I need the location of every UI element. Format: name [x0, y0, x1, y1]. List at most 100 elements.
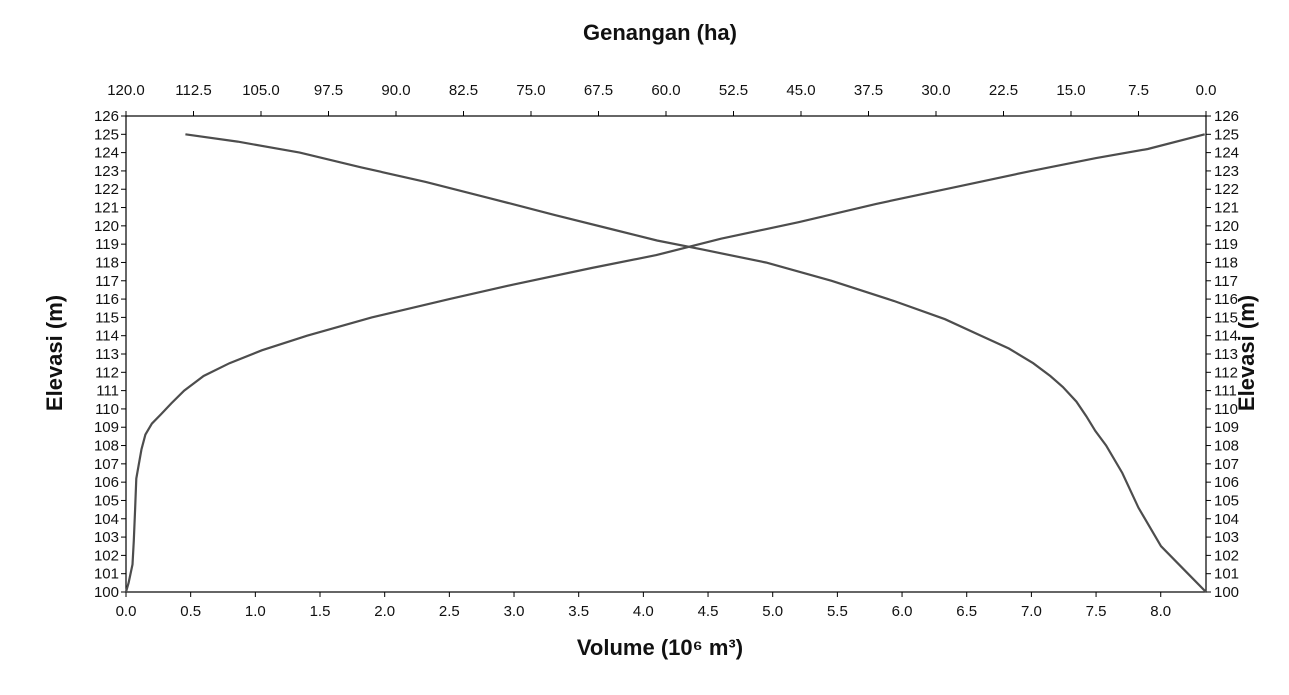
- right-y-tick-label: 116: [1214, 291, 1238, 308]
- left-y-tick-label: 122: [94, 181, 119, 198]
- left-y-tick-label: 105: [94, 492, 119, 509]
- bottom-x-tick-label: 7.0: [1021, 603, 1042, 620]
- right-y-tick-label: 105: [1214, 492, 1239, 509]
- top-x-tick-label: 67.5: [584, 82, 613, 99]
- bottom-x-tick-label: 1.5: [310, 603, 331, 620]
- left-y-tick-label: 102: [94, 547, 119, 564]
- left-y-tick-label: 119: [95, 236, 119, 253]
- right-y-tick-label: 123: [1214, 163, 1239, 180]
- top-x-tick-label: 82.5: [449, 82, 478, 99]
- top-x-axis: 120.0 112.5 105.0 97.5 90.0 82.5 75.0 67.5 60.0 5…: [107, 82, 1216, 116]
- series-group: [124, 133, 1207, 593]
- left-y-tick-label: 112: [95, 364, 119, 381]
- left-y-tick-label: 110: [95, 401, 119, 418]
- left-y-tick-label: 114: [95, 328, 119, 345]
- right-y-tick-label: 119: [1214, 236, 1238, 253]
- left-y-tick-label: 118: [95, 254, 119, 271]
- right-y-tick-label: 121: [1214, 200, 1239, 217]
- left-y-tick-label: 125: [94, 126, 119, 143]
- top-x-tick-label: 7.5: [1128, 82, 1149, 99]
- left-y-tick-label: 120: [94, 218, 119, 235]
- left-y-tick-label: 109: [94, 419, 119, 436]
- right-y-tick-label: 102: [1214, 547, 1239, 564]
- top-axis-title: Genangan (ha): [583, 20, 737, 45]
- bottom-x-tick-label: 6.0: [892, 603, 913, 620]
- right-y-tick-label: 110: [1214, 401, 1238, 418]
- right-y-tick-label: 120: [1214, 218, 1239, 235]
- top-x-tick-label: 22.5: [989, 82, 1018, 99]
- left-y-tick-label: 117: [95, 273, 119, 290]
- bottom-x-tick-label: 1.0: [245, 603, 266, 620]
- bottom-x-tick-label: 7.5: [1086, 603, 1107, 620]
- plot-frame: [125, 115, 1207, 593]
- right-y-axis: 1001011021031041051061071081091101111121…: [1206, 108, 1239, 601]
- left-y-tick-label: 100: [94, 584, 119, 601]
- right-y-tick-label: 109: [1214, 419, 1239, 436]
- bottom-x-tick-label: 5.0: [762, 603, 783, 620]
- left-y-tick-label: 124: [94, 145, 119, 162]
- right-y-tick-label: 118: [1214, 254, 1238, 271]
- bottom-x-tick-label: 0.0: [116, 603, 137, 620]
- left-y-tick-label: 113: [95, 346, 119, 363]
- right-y-tick-label: 107: [1214, 456, 1239, 473]
- right-y-tick-label: 113: [1214, 346, 1238, 363]
- right-y-tick-label: 101: [1214, 566, 1239, 583]
- right-y-tick-label: 108: [1214, 438, 1239, 455]
- genangan-curve: [185, 133, 1207, 593]
- bottom-x-axis: 0.0 0.5 1.0 1.5 2.0 2.5 3.0 3.5 4.0 4.5 5.0 5.5 6.0 6…: [116, 592, 1171, 620]
- right-axis-title: Elevasi (m): [1234, 295, 1259, 411]
- bottom-x-tick-label: 5.5: [827, 603, 848, 620]
- bottom-x-tick-label: 4.0: [633, 603, 654, 620]
- right-y-tick-label: 103: [1214, 529, 1239, 546]
- bottom-x-tick-label: 2.5: [439, 603, 460, 620]
- right-y-tick-label: 125: [1214, 126, 1239, 143]
- top-x-tick-label: 52.5: [719, 82, 748, 99]
- right-y-tick-label: 112: [1214, 364, 1238, 381]
- top-x-tick-label: 112.5: [175, 82, 211, 99]
- top-x-tick-label: 75.0: [516, 82, 545, 99]
- left-y-tick-label: 103: [94, 529, 119, 546]
- top-x-tick-label: 15.0: [1056, 82, 1085, 99]
- bottom-x-tick-label: 0.5: [180, 603, 201, 620]
- bottom-x-tick-label: 3.5: [568, 603, 589, 620]
- top-x-tick-label: 90.0: [381, 82, 410, 99]
- left-y-tick-label: 123: [94, 163, 119, 180]
- right-y-tick-label: 111: [1214, 383, 1237, 400]
- right-y-tick-label: 117: [1214, 273, 1238, 290]
- right-y-tick-label: 100: [1214, 584, 1239, 601]
- left-y-tick-label: 107: [94, 456, 119, 473]
- top-x-tick-label: 0.0: [1196, 82, 1217, 99]
- right-y-tick-label: 122: [1214, 181, 1239, 198]
- right-y-tick-label: 104: [1214, 511, 1239, 528]
- bottom-x-tick-label: 3.0: [504, 603, 525, 620]
- left-y-tick-label: 121: [94, 200, 119, 217]
- right-y-tick-label: 124: [1214, 145, 1239, 162]
- bottom-x-tick-label: 8.0: [1150, 603, 1171, 620]
- bottom-axis-title: Volume (10⁶ m³): [577, 635, 743, 660]
- left-y-tick-label: 115: [95, 309, 119, 326]
- left-y-tick-label: 104: [94, 511, 119, 528]
- left-y-tick-label: 106: [94, 474, 119, 491]
- left-y-tick-label: 111: [96, 383, 119, 400]
- left-y-tick-label: 116: [95, 291, 119, 308]
- right-y-tick-label: 114: [1214, 328, 1238, 345]
- top-x-tick-label: 45.0: [786, 82, 815, 99]
- top-x-tick-label: 105.0: [242, 82, 280, 99]
- bottom-x-tick-label: 4.5: [698, 603, 719, 620]
- left-y-tick-label: 108: [94, 438, 119, 455]
- left-y-tick-label: 126: [94, 108, 119, 125]
- top-x-tick-label: 60.0: [651, 82, 680, 99]
- volume-curve: [124, 133, 1205, 593]
- right-y-tick-label: 106: [1214, 474, 1239, 491]
- top-x-tick-label: 97.5: [314, 82, 343, 99]
- left-y-tick-label: 101: [94, 566, 119, 583]
- bottom-x-tick-label: 6.5: [956, 603, 977, 620]
- left-axis-title: Elevasi (m): [42, 295, 67, 411]
- top-x-tick-label: 120.0: [107, 82, 145, 99]
- right-y-tick-label: 126: [1214, 108, 1239, 125]
- top-x-tick-label: 30.0: [921, 82, 950, 99]
- top-x-tick-label: 37.5: [854, 82, 883, 99]
- bottom-x-tick-label: 2.0: [374, 603, 395, 620]
- plot-area: [125, 115, 1207, 593]
